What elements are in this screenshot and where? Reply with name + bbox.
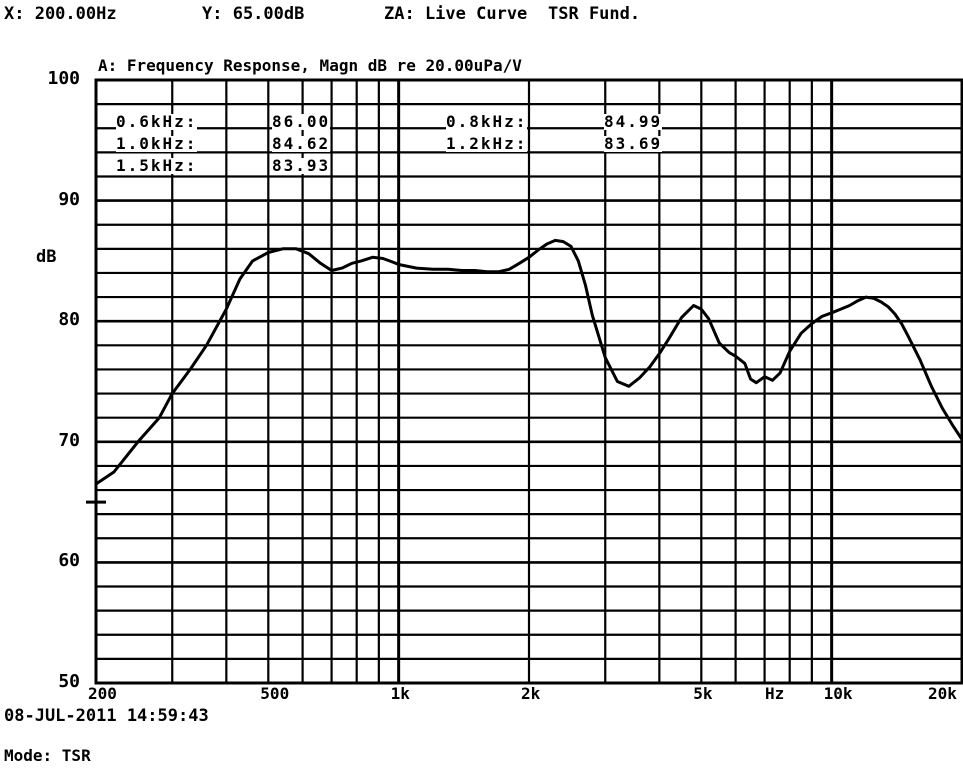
y-axis-label: dB — [36, 247, 57, 267]
y-tick-label: 50 — [58, 671, 80, 692]
x-tick-label: 20k — [928, 684, 957, 703]
x-tick-label: 500 — [260, 684, 290, 703]
chart-title: A: Frequency Response, Magn dB re 20.00u… — [98, 56, 522, 75]
mode-label: Mode: TSR — [4, 746, 91, 765]
x-axis-label: Hz — [765, 684, 785, 703]
y-tick-label: 90 — [58, 188, 80, 210]
marker-frequency: 1.0kHz: — [116, 134, 198, 153]
za-curve-label: ZA: Live Curve — [384, 4, 528, 24]
x-tick-label: 5k — [693, 684, 713, 703]
marker-frequency: 1.2kHz: — [446, 134, 528, 153]
marker-level: 84.62 — [272, 134, 331, 153]
cursor-x-readout: X: 200.00Hz — [4, 4, 117, 24]
timestamp: 08-JUL-2011 14:59:43 — [4, 706, 209, 726]
x-tick-label: 1k — [390, 684, 410, 703]
y-tick-label: 80 — [58, 309, 80, 331]
response-curve — [95, 238, 963, 486]
marker-frequency: 1.5kHz: — [116, 156, 198, 175]
marker-level: 84.99 — [604, 112, 663, 131]
plot-frame — [94, 78, 963, 685]
grid-minor — [96, 80, 962, 683]
y-tick-label: 60 — [58, 550, 80, 572]
marker-level: 86.00 — [272, 112, 331, 131]
marker-frequency: 0.6kHz: — [116, 112, 198, 131]
cursor-crosshair[interactable] — [86, 492, 106, 513]
cursor-y-readout: Y: 65.00dB — [202, 4, 305, 24]
y-tick-label: 70 — [58, 429, 80, 451]
mode-short-label: TSR Fund. — [548, 4, 641, 24]
marker-level: 83.93 — [272, 156, 331, 175]
marker-level: 83.69 — [604, 134, 663, 153]
x-tick-label: 2k — [521, 684, 541, 703]
y-tick-label: 100 — [47, 68, 80, 89]
x-tick-label: 200 — [88, 684, 117, 703]
marker-frequency: 0.8kHz: — [446, 112, 528, 131]
x-tick-label: 10k — [823, 684, 853, 703]
